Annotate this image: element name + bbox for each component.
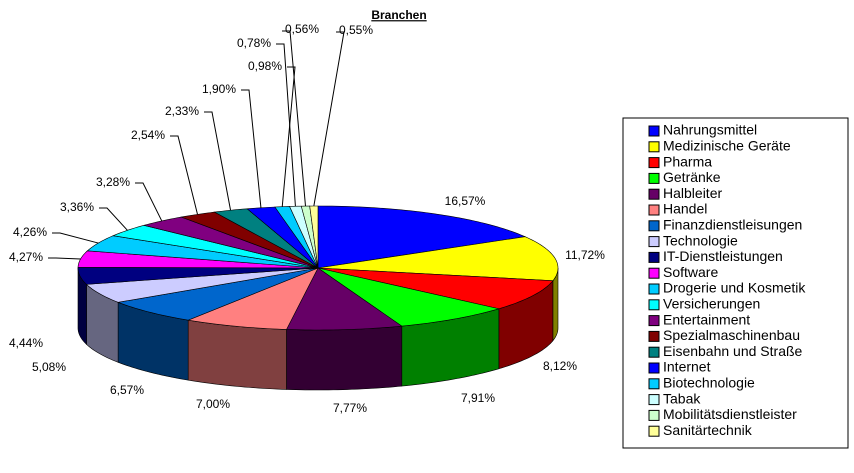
leader-line — [135, 182, 163, 222]
leader-line — [276, 43, 296, 207]
legend-swatch — [648, 362, 660, 374]
legend-label: Drogerie und Kosmetik — [663, 280, 806, 296]
pie-slice — [286, 267, 403, 331]
legend-label: Entertainment — [663, 311, 750, 327]
legend-label: Halbleiter — [663, 185, 722, 201]
data-label: 7,00% — [196, 397, 230, 411]
pie-slice — [317, 267, 554, 310]
legend-swatch — [648, 299, 660, 311]
leader-line — [52, 232, 99, 244]
data-label: 7,77% — [333, 401, 367, 415]
legend-swatch — [648, 172, 660, 184]
leader-line — [170, 135, 198, 215]
legend-label: Biotechnologie — [663, 375, 755, 391]
legend-swatch — [648, 315, 660, 327]
data-label: 4,26% — [13, 225, 47, 239]
legend-swatch — [648, 157, 660, 169]
legend-swatch — [648, 394, 660, 406]
leader-line — [313, 31, 345, 207]
data-label: 4,27% — [9, 250, 43, 264]
legend-swatch — [648, 330, 660, 342]
leader-line — [282, 30, 306, 207]
legend-label: Sanitärtechnik — [663, 422, 753, 438]
chart-title: Branchen — [371, 8, 426, 22]
legend-label: IT-Dienstleistungen — [663, 248, 783, 264]
data-label: 4,44% — [9, 336, 43, 350]
legend-swatch — [648, 425, 660, 437]
legend-label: Finanzdienstleisungen — [663, 217, 802, 233]
legend-label: Nahrungsmittel — [663, 122, 757, 138]
legend-swatch — [648, 188, 660, 200]
legend-label: Getränke — [663, 169, 721, 185]
leader-line — [204, 111, 232, 211]
legend-label: Medizinische Geräte — [663, 138, 791, 154]
data-label: 3,36% — [60, 200, 94, 214]
pie-slice — [187, 267, 319, 330]
data-label: 2,54% — [131, 128, 165, 142]
legend-label: Technologie — [663, 232, 738, 248]
leader-line — [99, 207, 128, 231]
legend-swatch — [648, 251, 660, 263]
legend-label: Software — [663, 264, 718, 280]
legend-swatch — [648, 125, 660, 137]
pie-slice — [143, 216, 319, 269]
legend-swatch — [648, 283, 660, 295]
legend-swatch — [648, 346, 660, 358]
pie-slice — [317, 267, 499, 327]
data-label: 0,98% — [248, 59, 282, 73]
data-label: 2,33% — [165, 104, 199, 118]
data-label: 0,56% — [285, 22, 319, 36]
legend-label: Versicherungen — [663, 296, 760, 312]
data-label: 16,57% — [445, 194, 486, 208]
leader-line — [281, 66, 296, 207]
data-label: 7,91% — [461, 391, 495, 405]
pie-slice — [77, 266, 319, 285]
data-label: 3,28% — [96, 175, 130, 189]
pie-slice — [317, 205, 527, 269]
legend-swatch — [648, 409, 660, 421]
leader-line — [48, 257, 81, 260]
leader-line — [241, 89, 262, 208]
data-label: 0,55% — [339, 23, 373, 37]
legend-box — [622, 117, 849, 449]
legend-swatch — [648, 204, 660, 216]
legend-label: Mobilitätsdienstleister — [663, 406, 797, 422]
legend-label: Handel — [663, 201, 707, 217]
legend-swatch — [648, 267, 660, 279]
legend-swatch — [648, 220, 660, 232]
pie-side — [187, 319, 287, 390]
legend-label: Internet — [663, 359, 711, 375]
legend-swatch — [648, 378, 660, 390]
pie-slice — [85, 267, 319, 303]
data-label: 1,90% — [202, 82, 236, 96]
pie-slice — [112, 225, 319, 269]
data-label: 5,08% — [32, 360, 66, 374]
legend-swatch — [648, 141, 660, 153]
pie-slice — [116, 267, 319, 321]
data-label: 8,12% — [543, 359, 577, 373]
legend-swatch — [648, 236, 660, 248]
legend-label: Eisenbahn und Straße — [663, 343, 803, 359]
legend-label: Pharma — [663, 153, 712, 169]
data-label: 11,72% — [565, 248, 605, 262]
legend-label: Spezialmaschinenbau — [663, 327, 800, 343]
pie-side — [286, 325, 403, 391]
pie-slice — [317, 236, 559, 282]
data-label: 0,78% — [237, 36, 271, 50]
data-label: 6,57% — [110, 383, 144, 397]
legend-label: Tabak — [663, 390, 701, 406]
